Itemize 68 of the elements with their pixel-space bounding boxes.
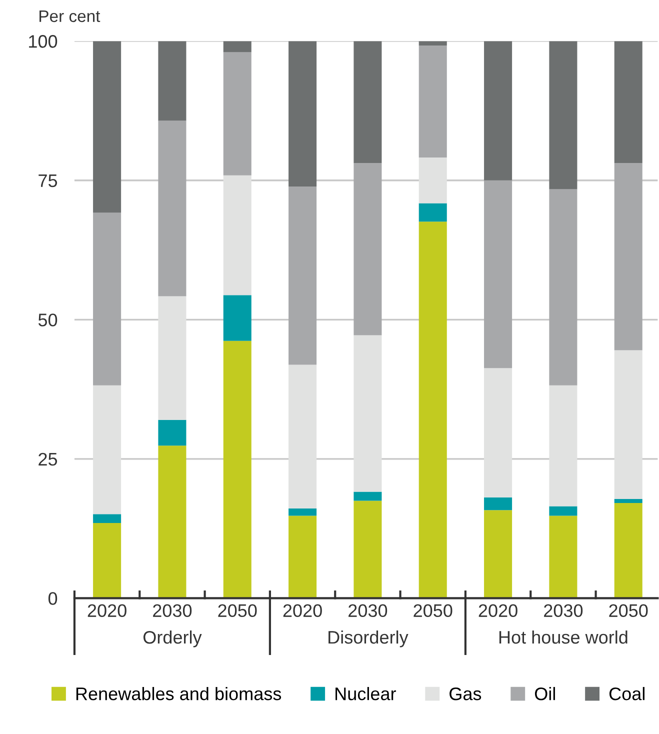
- x-tick-label: 2030: [153, 604, 192, 618]
- text: Orderly: [143, 630, 202, 648]
- bar: [354, 41, 382, 164]
- y-tick-label: 25: [38, 452, 58, 466]
- bar: [418, 222, 447, 598]
- x-tick-label: 2030: [348, 604, 388, 618]
- bar: [354, 492, 382, 501]
- bar: [93, 523, 122, 598]
- y-tick-label: 50: [38, 314, 58, 326]
- bar: [549, 41, 578, 190]
- bar: [158, 296, 186, 420]
- y-tick-label: 0: [48, 592, 58, 605]
- bar: [223, 41, 252, 52]
- bar: [158, 420, 186, 446]
- legend-label: Coal: [609, 686, 644, 700]
- bar: [158, 446, 186, 598]
- bar: [614, 350, 642, 500]
- bar: [549, 516, 578, 598]
- bar: [614, 163, 642, 350]
- bar: [549, 385, 578, 506]
- bar: [354, 335, 382, 492]
- legend-label: Gas: [450, 687, 482, 700]
- text: Hot house world: [499, 630, 628, 644]
- bar: [288, 186, 317, 365]
- legend-label: Renewables and biomass: [76, 686, 282, 700]
- bar: [484, 510, 512, 598]
- bar: [549, 189, 578, 386]
- x-tick-label: 2050: [609, 604, 648, 618]
- y-tick-label: 100: [29, 35, 58, 48]
- bar: [418, 41, 447, 46]
- x-tick-label: 2020: [88, 604, 126, 618]
- bar: [418, 203, 447, 222]
- text: Disorderly: [328, 630, 408, 648]
- x-tick-label: 2050: [218, 604, 257, 618]
- bar: [93, 212, 122, 386]
- bar: [93, 514, 122, 523]
- bar: [288, 508, 317, 516]
- x-tick-label: 2030: [544, 604, 583, 618]
- bar: [158, 120, 186, 296]
- bar: [614, 502, 642, 598]
- x-tick-label: 2050: [414, 604, 452, 618]
- bar: [354, 163, 382, 336]
- bar: [484, 497, 512, 510]
- bar: [354, 500, 382, 598]
- x-tick-label: 2020: [283, 604, 322, 618]
- bar: [288, 516, 317, 598]
- bar: [223, 295, 252, 341]
- bar: [288, 41, 317, 187]
- y-axis-title: Per cent: [40, 10, 100, 22]
- bar: [484, 368, 512, 498]
- bar: [288, 364, 317, 509]
- bar: [614, 41, 642, 164]
- bar: [549, 506, 578, 516]
- bar: [93, 385, 122, 514]
- bar: [418, 158, 447, 204]
- x-tick-label: 2020: [478, 604, 518, 618]
- bar: [93, 41, 122, 213]
- bar: [223, 52, 252, 176]
- legend-label: Oil: [534, 686, 555, 700]
- bar: [418, 46, 447, 158]
- bar: [223, 340, 252, 598]
- legend-label: Nuclear: [336, 686, 396, 700]
- bar: [484, 41, 512, 180]
- bar: [223, 175, 252, 296]
- bar: [158, 41, 186, 121]
- bar: [614, 499, 642, 503]
- bar: [484, 180, 512, 368]
- y-tick-label: 75: [38, 174, 58, 188]
